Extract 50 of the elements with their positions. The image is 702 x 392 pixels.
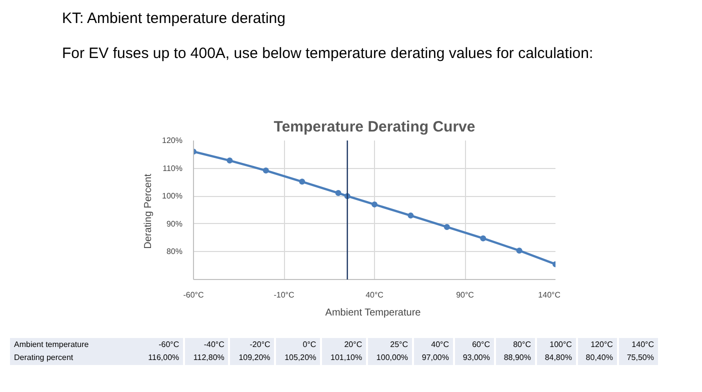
text: -60°C	[140, 338, 184, 352]
text: 20°C	[321, 338, 368, 352]
y-tick-label: 110%	[162, 164, 183, 173]
text: 116,00%	[140, 351, 184, 365]
x-tick-label: -60°C	[183, 290, 204, 300]
text: 97,00%	[413, 351, 454, 365]
y-tick-label: 120%	[162, 136, 183, 145]
text: 101,10%	[321, 351, 368, 365]
point	[444, 224, 450, 230]
text: 60°C	[454, 338, 495, 352]
x-tick-label: 90°C	[456, 290, 474, 300]
text: 0°C	[275, 338, 322, 352]
text: 40°C	[413, 338, 454, 352]
text: -40°C	[184, 338, 230, 352]
text: 93,00%	[454, 351, 495, 365]
text: Derating percent	[13, 352, 74, 364]
point	[408, 212, 414, 219]
point	[335, 190, 342, 196]
y-tick-label: 80%	[166, 247, 183, 256]
text: 80°C	[494, 338, 536, 352]
text: 84,80%	[536, 351, 577, 365]
text: -20°C	[229, 338, 276, 352]
text: 140°C	[618, 338, 659, 352]
y-tick-label: 90%	[166, 219, 183, 228]
y-tick-label: 100%	[162, 192, 183, 201]
point	[226, 158, 233, 164]
text: 100,00%	[367, 351, 414, 365]
y-axis-title: Derating Percent	[143, 174, 154, 249]
point	[480, 235, 486, 242]
x-tick-label: -10°C	[274, 290, 294, 300]
text: 80,40%	[576, 351, 618, 365]
x-axis-title: Ambient Temperature	[325, 308, 422, 318]
point	[372, 201, 378, 208]
text: KT: Ambient temperature derating	[62, 9, 286, 29]
text: For EV fuses up to 400A, use below temperature derating values for calculation:	[62, 44, 594, 64]
text: 120°C	[576, 338, 618, 352]
text: 25°C	[367, 338, 414, 352]
chart-title: Temperature Derating Curve	[274, 118, 476, 136]
text: 100°C	[536, 338, 577, 352]
x-tick-label: 140°C	[538, 290, 561, 300]
text: 75,50%	[618, 351, 659, 365]
x-tick-label: 40°C	[366, 290, 384, 300]
text: 109,20%	[229, 351, 276, 365]
text: 112,80%	[184, 351, 230, 365]
text: Ambient temperature	[13, 339, 90, 351]
point	[516, 248, 522, 254]
text: 88,90%	[494, 351, 536, 365]
text: 105,20%	[275, 351, 322, 365]
point	[262, 168, 269, 174]
point	[299, 178, 306, 185]
